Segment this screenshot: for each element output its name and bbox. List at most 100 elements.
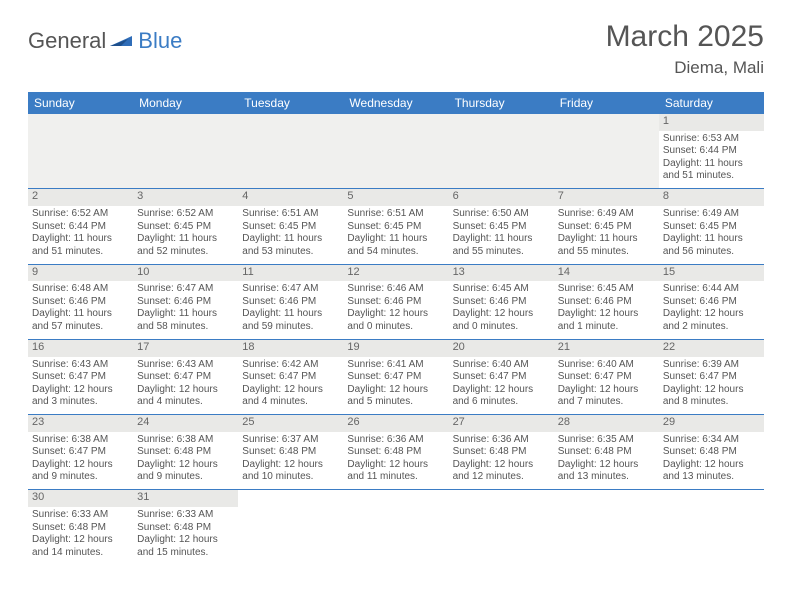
day-number: 30 — [32, 491, 129, 505]
day-number: 15 — [663, 266, 760, 280]
daynum-row: 23242526272829 — [28, 415, 764, 432]
sunrise-text: Sunrise: 6:46 AM — [347, 283, 444, 296]
logo: General Blue — [28, 28, 182, 54]
daylight-text: Daylight: 12 hours and 12 minutes. — [453, 459, 550, 484]
day-cell: Sunrise: 6:40 AMSunset: 6:47 PMDaylight:… — [554, 357, 659, 415]
sunrise-text: Sunrise: 6:36 AM — [453, 434, 550, 447]
day-cell: Sunrise: 6:52 AMSunset: 6:45 PMDaylight:… — [133, 206, 238, 264]
sunrise-text: Sunrise: 6:47 AM — [137, 283, 234, 296]
day-cell — [554, 131, 659, 189]
day-number-cell: 22 — [659, 339, 764, 356]
daylight-text: Daylight: 11 hours and 54 minutes. — [347, 233, 444, 258]
sunset-text: Sunset: 6:47 PM — [137, 371, 234, 384]
day-cell: Sunrise: 6:44 AMSunset: 6:46 PMDaylight:… — [659, 281, 764, 339]
sunrise-text: Sunrise: 6:34 AM — [663, 434, 760, 447]
day-number-cell: 19 — [343, 339, 448, 356]
day-number: 5 — [347, 190, 444, 204]
day-number-cell — [554, 114, 659, 131]
sunset-text: Sunset: 6:45 PM — [663, 221, 760, 234]
sunset-text: Sunset: 6:48 PM — [453, 446, 550, 459]
daylight-text: Daylight: 12 hours and 8 minutes. — [663, 384, 760, 409]
weekday-header-row: Sunday Monday Tuesday Wednesday Thursday… — [28, 92, 764, 114]
sunrise-text: Sunrise: 6:44 AM — [663, 283, 760, 296]
day-number-cell: 5 — [343, 189, 448, 206]
day-number: 10 — [137, 266, 234, 280]
daylight-text: Daylight: 12 hours and 5 minutes. — [347, 384, 444, 409]
day-number: 18 — [242, 341, 339, 355]
day-number-cell: 8 — [659, 189, 764, 206]
day-number: 4 — [242, 190, 339, 204]
day-number-cell: 2 — [28, 189, 133, 206]
daylight-text: Daylight: 12 hours and 7 minutes. — [558, 384, 655, 409]
sunset-text: Sunset: 6:48 PM — [137, 522, 234, 535]
sunset-text: Sunset: 6:47 PM — [347, 371, 444, 384]
day-number-cell: 30 — [28, 490, 133, 507]
day-number-cell: 1 — [659, 114, 764, 131]
day-number-cell: 29 — [659, 415, 764, 432]
page-title: March 2025 — [606, 20, 764, 54]
day-number-cell: 26 — [343, 415, 448, 432]
day-number-cell: 31 — [133, 490, 238, 507]
day-number-cell: 6 — [449, 189, 554, 206]
daylight-text: Daylight: 11 hours and 55 minutes. — [453, 233, 550, 258]
day-number-cell — [343, 490, 448, 507]
sunset-text: Sunset: 6:45 PM — [242, 221, 339, 234]
daylight-text: Daylight: 12 hours and 4 minutes. — [137, 384, 234, 409]
day-number-cell — [238, 114, 343, 131]
daynum-row: 30 31 — [28, 490, 764, 507]
day-cell — [449, 507, 554, 565]
day-number-cell — [554, 490, 659, 507]
day-cell: Sunrise: 6:49 AMSunset: 6:45 PMDaylight:… — [659, 206, 764, 264]
day-number-cell: 25 — [238, 415, 343, 432]
day-number: 9 — [32, 266, 129, 280]
weekday-header: Sunday — [28, 92, 133, 114]
day-number: 19 — [347, 341, 444, 355]
day-number: 29 — [663, 416, 760, 430]
day-number: 22 — [663, 341, 760, 355]
sunrise-text: Sunrise: 6:33 AM — [32, 509, 129, 522]
sunset-text: Sunset: 6:45 PM — [453, 221, 550, 234]
day-number: 12 — [347, 266, 444, 280]
sunset-text: Sunset: 6:46 PM — [347, 296, 444, 309]
sunrise-text: Sunrise: 6:36 AM — [347, 434, 444, 447]
day-cell: Sunrise: 6:36 AMSunset: 6:48 PMDaylight:… — [343, 432, 448, 490]
day-cell: Sunrise: 6:52 AMSunset: 6:44 PMDaylight:… — [28, 206, 133, 264]
sunrise-text: Sunrise: 6:48 AM — [32, 283, 129, 296]
day-cell — [238, 131, 343, 189]
sunrise-text: Sunrise: 6:39 AM — [663, 359, 760, 372]
sunset-text: Sunset: 6:48 PM — [347, 446, 444, 459]
day-number: 24 — [137, 416, 234, 430]
day-number-cell: 17 — [133, 339, 238, 356]
daynum-row: 16171819202122 — [28, 339, 764, 356]
daylight-text: Daylight: 12 hours and 0 minutes. — [453, 308, 550, 333]
daylight-text: Daylight: 12 hours and 15 minutes. — [137, 534, 234, 559]
sunrise-text: Sunrise: 6:47 AM — [242, 283, 339, 296]
day-number-cell — [238, 490, 343, 507]
week-row: Sunrise: 6:38 AMSunset: 6:47 PMDaylight:… — [28, 432, 764, 490]
week-row: Sunrise: 6:33 AM Sunset: 6:48 PMDaylight:… — [28, 507, 764, 565]
sunset-text: Sunset: 6:46 PM — [137, 296, 234, 309]
sunrise-text: Sunrise: 6:35 AM — [558, 434, 655, 447]
day-cell — [238, 507, 343, 565]
sunrise-text: Sunrise: 6:49 AM — [558, 208, 655, 221]
daylight-text: Daylight: 12 hours and 2 minutes. — [663, 308, 760, 333]
daylight-text: Daylight: 12 hours and 11 minutes. — [347, 459, 444, 484]
day-number-cell — [659, 490, 764, 507]
sunrise-text: Sunrise: 6:52 AM — [137, 208, 234, 221]
day-number-cell: 9 — [28, 264, 133, 281]
day-number-cell: 4 — [238, 189, 343, 206]
day-cell: Sunrise: 6:33 AMSunset: 6:48 PMDaylight:… — [28, 507, 133, 565]
sunset-text: Sunset: 6:48 PM — [137, 446, 234, 459]
sunrise-text: Sunrise: 6:53 AM — [663, 133, 760, 146]
day-cell: Sunrise: 6:45 AMSunset: 6:46 PMDaylight:… — [449, 281, 554, 339]
day-cell — [133, 131, 238, 189]
sunset-text: Sunset: 6:47 PM — [558, 371, 655, 384]
day-number-cell: 18 — [238, 339, 343, 356]
flag-icon — [110, 32, 136, 50]
day-number: 8 — [663, 190, 760, 204]
day-number-cell: 28 — [554, 415, 659, 432]
day-cell: Sunrise: 6:53 AMSunset: 6:44 PMDaylight:… — [659, 131, 764, 189]
day-cell: Sunrise: 6:35 AMSunset: 6:48 PMDaylight:… — [554, 432, 659, 490]
sunset-text: Sunset: 6:44 PM — [32, 221, 129, 234]
daynum-row: 9101112131415 — [28, 264, 764, 281]
